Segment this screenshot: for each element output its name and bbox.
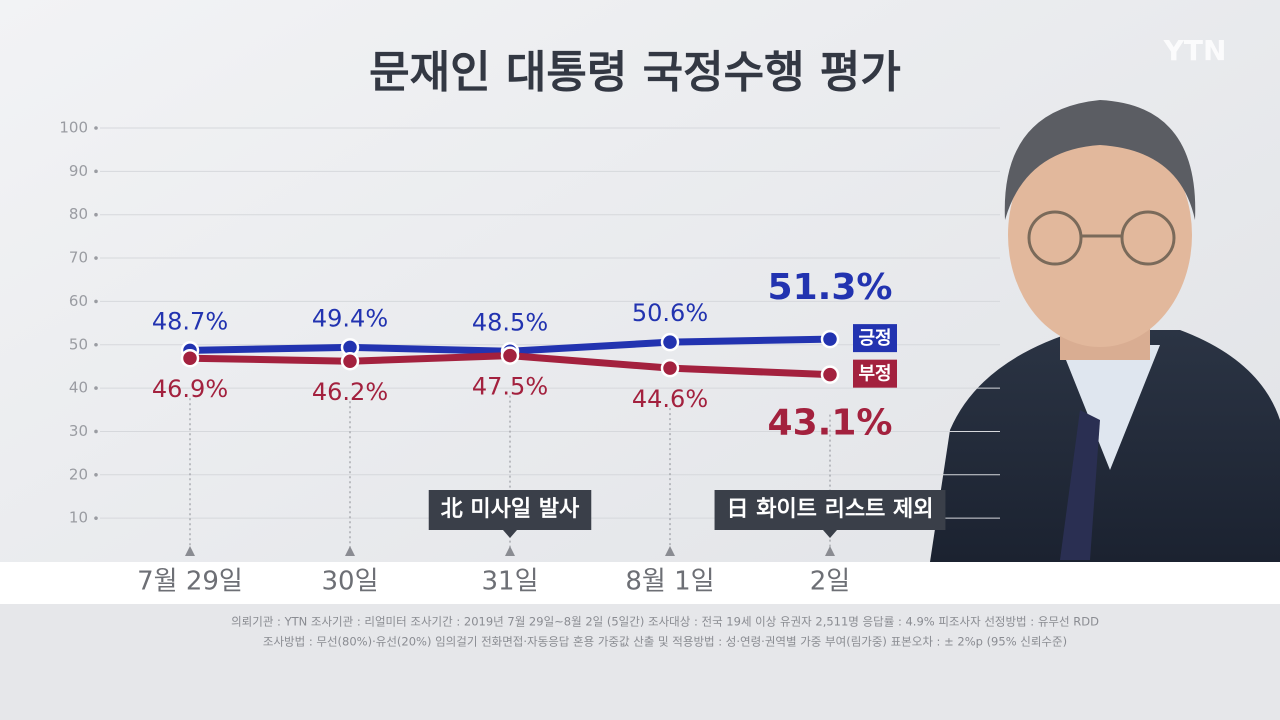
data-label: 46.9% — [152, 375, 228, 403]
annotation-box — [714, 490, 946, 530]
y-tick-label: 40 — [69, 379, 88, 397]
y-tick-label: 50 — [69, 335, 88, 353]
data-point — [820, 365, 840, 384]
annotation-text: 北 미사일 발사 — [441, 497, 580, 522]
x-tick-label: 7월 29일 — [137, 567, 243, 597]
legend-box — [853, 324, 897, 353]
data-point — [180, 348, 200, 368]
y-tick-label: 60 — [69, 292, 88, 310]
drop-marker — [185, 546, 195, 556]
y-tick-mark — [94, 473, 98, 477]
data-label: 50.6% — [632, 299, 708, 327]
x-tick-label: 2일 — [810, 567, 850, 597]
annotation-pointer — [503, 530, 517, 538]
data-point — [500, 346, 520, 365]
data-label: 43.1% — [768, 403, 893, 444]
data-label: 46.2% — [312, 378, 388, 406]
data-label: 48.7% — [152, 307, 228, 335]
data-point — [340, 351, 360, 371]
data-point — [820, 329, 840, 349]
y-tick-label: 90 — [69, 162, 88, 180]
drop-marker — [505, 546, 515, 556]
y-tick-mark — [94, 429, 98, 434]
y-tick-mark — [94, 386, 98, 390]
annotation-pointer — [823, 530, 837, 538]
y-tick-label: 70 — [69, 249, 88, 267]
legend-label: 긍정 — [858, 328, 891, 349]
y-tick-label: 10 — [69, 509, 88, 527]
data-point — [660, 332, 680, 352]
note: 조사방법 : 무선(80%)·유선(20%) 임의걸기 전화면접·자동응답 혼용… — [263, 635, 1067, 649]
data-label: 49.4% — [312, 304, 388, 332]
logo: YTN — [1163, 34, 1227, 67]
y-tick-mark — [94, 342, 98, 347]
note: 의뢰기관 : YTN 조사기관 : 리얼미터 조사기간 : 2019년 7월 2… — [231, 615, 1099, 629]
data-label: 51.3% — [768, 267, 893, 308]
drop-marker — [665, 546, 675, 556]
y-tick-label: 30 — [69, 422, 88, 440]
y-tick-label: 20 — [69, 465, 88, 483]
x-tick-label: 8월 1일 — [625, 567, 714, 597]
drop-marker — [345, 546, 355, 556]
drop-marker — [825, 546, 835, 556]
portrait — [930, 100, 1280, 562]
y-tick-mark — [94, 169, 98, 174]
y-tick-mark — [94, 299, 98, 304]
x-axis-band — [0, 562, 1280, 604]
legend-label: 부정 — [858, 364, 891, 385]
notes-band — [0, 604, 1280, 720]
annotation-text: 日 화이트 리스트 제외 — [727, 497, 934, 522]
data-label: 44.6% — [632, 385, 708, 413]
y-tick-mark — [94, 212, 98, 217]
x-tick-label: 31일 — [481, 567, 538, 597]
y-tick-mark — [94, 256, 98, 260]
data-point — [660, 358, 680, 378]
y-tick-mark — [94, 516, 98, 520]
notes: 의뢰기관 : YTN 조사기관 : 리얼미터 조사기간 : 2019년 7월 2… — [231, 615, 1099, 649]
chart-title: 문재인 대통령 국정수행 평가 — [369, 47, 901, 98]
x-tick-label: 30일 — [321, 567, 378, 597]
data-label: 47.5% — [472, 373, 548, 401]
y-tick-label: 80 — [69, 205, 88, 223]
data-label: 48.5% — [472, 308, 548, 336]
y-tick-label: 100 — [59, 119, 88, 137]
legend-box — [853, 359, 897, 388]
y-tick-mark — [94, 126, 98, 130]
annotation-box — [428, 490, 592, 530]
